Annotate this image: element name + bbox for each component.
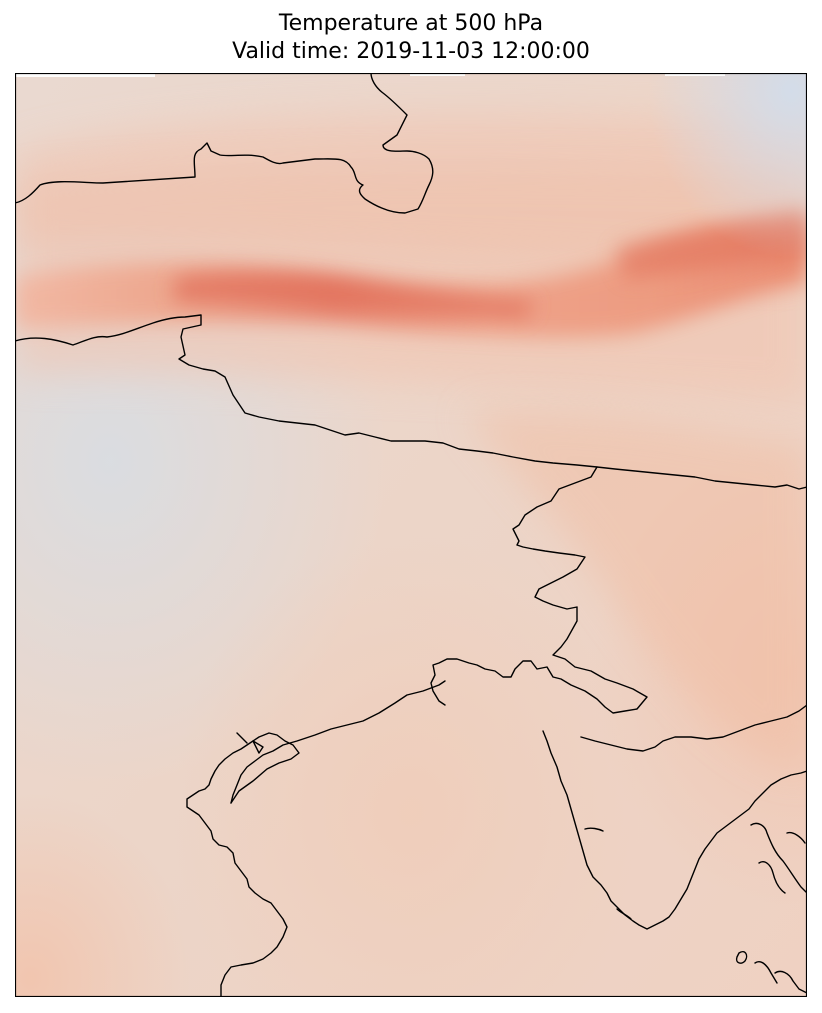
map-panel xyxy=(15,73,807,997)
map-subtitle-valid-time: Valid time: 2019-11-03 12:00:00 xyxy=(0,39,822,65)
map-title: Temperature at 500 hPa xyxy=(0,11,822,37)
temperature-field-map xyxy=(15,73,807,997)
